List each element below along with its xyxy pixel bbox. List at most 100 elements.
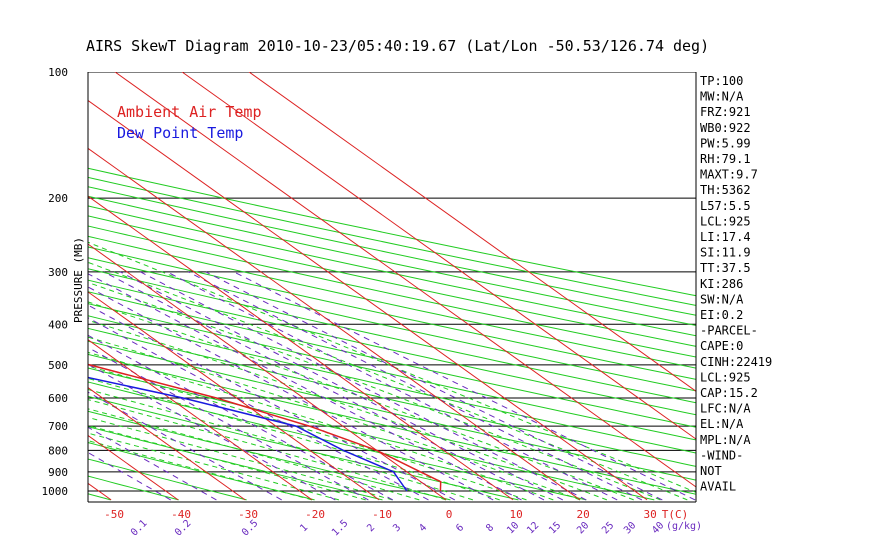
mixing-ratio-line bbox=[88, 346, 369, 501]
stats-item: RH:79.1 bbox=[700, 152, 751, 166]
stats-item: FRZ:921 bbox=[700, 105, 751, 119]
mixing-ratio-tick-label: 15 bbox=[547, 520, 563, 536]
dry-adiabat-line bbox=[88, 327, 696, 467]
mixing-ratio-line bbox=[88, 334, 394, 501]
stats-item: MAXT:9.7 bbox=[700, 168, 758, 182]
isotherm-line bbox=[88, 99, 648, 501]
dry-adiabat-line bbox=[88, 442, 315, 501]
mixing-ratio-tick-label: 8 bbox=[484, 522, 496, 534]
stats-item: WB0:922 bbox=[700, 121, 751, 135]
mixing-ratio-line bbox=[88, 286, 494, 501]
dry-adiabat-line bbox=[88, 426, 383, 501]
dry-adiabat-line bbox=[88, 268, 696, 404]
temp-tick-label-bottom: 20 bbox=[576, 508, 589, 521]
dry-adiabat-line bbox=[88, 205, 696, 337]
dry-adiabat-line bbox=[88, 303, 696, 441]
mixing-ratio-line bbox=[88, 391, 282, 501]
dry-adiabat-line bbox=[88, 458, 247, 501]
stats-item: EL:N/A bbox=[700, 417, 744, 431]
mixing-ratio-tick-label: 30 bbox=[622, 520, 638, 536]
mixing-ratio-tick-label: 0.1 bbox=[129, 518, 150, 539]
mixing-ratio-line bbox=[119, 271, 564, 501]
dry-adiabat-line bbox=[88, 493, 111, 501]
dry-adiabat-line bbox=[88, 176, 696, 306]
mixing-ratio-tick-label: 4 bbox=[417, 522, 429, 534]
mixing-ratio-tick-label: 0.2 bbox=[173, 518, 194, 539]
stats-item: TH:5362 bbox=[700, 183, 751, 197]
dry-adiabat-line bbox=[88, 195, 696, 326]
dry-adiabat-line bbox=[88, 167, 696, 297]
stats-item: KI:286 bbox=[700, 277, 743, 291]
chart-title: AIRS SkewT Diagram 2010-10-23/05:40:19.6… bbox=[86, 37, 709, 55]
mixing-ratio-tick-label: 0.5 bbox=[240, 518, 261, 539]
isotherm-line bbox=[114, 72, 696, 488]
mixing-ratio-tick-label: 3 bbox=[391, 522, 403, 534]
moist-adiabat-line bbox=[88, 351, 554, 501]
stats-item: MW:N/A bbox=[700, 90, 744, 104]
stats-item: L57:5.5 bbox=[700, 199, 751, 213]
moist-adiabat-line bbox=[88, 281, 661, 501]
moist-adiabat-line bbox=[88, 440, 313, 501]
stats-item: EI:0.2 bbox=[700, 308, 743, 322]
dry-adiabat-line bbox=[88, 186, 696, 316]
dry-adiabat-line bbox=[88, 291, 696, 428]
mixing-ratio-line bbox=[88, 426, 217, 501]
mixing-ratio-line bbox=[166, 271, 618, 501]
temp-unit-label: T(C) bbox=[662, 508, 689, 521]
stats-item: -WIND- bbox=[700, 448, 743, 462]
moist-adiabat-line bbox=[88, 241, 696, 493]
moist-adiabat-line bbox=[88, 416, 393, 501]
dry-adiabat-line bbox=[88, 410, 451, 501]
pressure-tick-label: 400 bbox=[48, 318, 68, 331]
mixing-ratio-tick-label: 40 bbox=[650, 520, 666, 536]
moist-adiabat-line bbox=[88, 301, 634, 501]
isotherm-line bbox=[88, 339, 313, 501]
mixing-ratio-line bbox=[88, 451, 171, 501]
mixing-ratio-line bbox=[140, 271, 587, 501]
moist-adiabat-line bbox=[88, 377, 500, 501]
stats-item: MPL:N/A bbox=[700, 433, 751, 447]
pressure-tick-label: 300 bbox=[48, 266, 68, 279]
dry-adiabat-line bbox=[88, 279, 696, 416]
pressure-tick-label: 100 bbox=[48, 66, 68, 79]
ambient-air-temp-line bbox=[88, 363, 442, 492]
dry-adiabat-line bbox=[0, 72, 43, 500]
mixing-ratio-line bbox=[88, 317, 429, 501]
moist-adiabat-line bbox=[88, 336, 581, 501]
isotherm-line bbox=[88, 147, 581, 501]
moist-adiabat-line bbox=[88, 388, 474, 501]
dry-adiabat-line bbox=[88, 381, 587, 501]
stats-item: NOT bbox=[700, 464, 722, 478]
isotherm-line bbox=[248, 72, 696, 392]
isotherm-line bbox=[88, 482, 112, 501]
stats-item: SI:11.9 bbox=[700, 246, 751, 260]
mixing-ratio-tick-label: 12 bbox=[525, 520, 541, 536]
mixing-ratio-line bbox=[88, 363, 336, 501]
stats-item: CINH:22419 bbox=[700, 355, 772, 369]
mixing-ratio-line bbox=[88, 273, 522, 501]
pressure-tick-label: 600 bbox=[48, 392, 68, 405]
dry-adiabat-line bbox=[88, 367, 655, 501]
pressure-tick-label: 900 bbox=[48, 466, 68, 479]
mixing-ratio-tick-label: 1 bbox=[298, 522, 310, 534]
dew-point-temp-line bbox=[88, 376, 408, 492]
temp-tick-label-bottom: 30 bbox=[643, 508, 656, 521]
pressure-tick-label: 800 bbox=[48, 444, 68, 457]
mixing-ratio-unit-label: (g/kg) bbox=[666, 521, 702, 532]
legend-dew-point-temp: Dew Point Temp bbox=[117, 124, 243, 142]
legend: Ambient Air Temp Dew Point Temp bbox=[117, 103, 262, 142]
stats-item: LCL:925 bbox=[700, 370, 751, 384]
dry-adiabat-line bbox=[88, 215, 696, 347]
isotherm-line bbox=[88, 291, 380, 501]
stats-item: LCL:925 bbox=[700, 214, 751, 228]
stats-item: TT:37.5 bbox=[700, 261, 751, 275]
moist-adiabat-line bbox=[88, 319, 608, 501]
mixing-ratio-line bbox=[188, 271, 643, 501]
mixing-ratio-tick-label: 20 bbox=[575, 520, 591, 536]
dry-adiabat-line bbox=[88, 315, 696, 454]
mixing-ratio-tick-label: 10 bbox=[505, 520, 521, 536]
mixing-ratio-line bbox=[103, 271, 545, 501]
temp-tick-label-bottom: -10 bbox=[372, 508, 392, 521]
